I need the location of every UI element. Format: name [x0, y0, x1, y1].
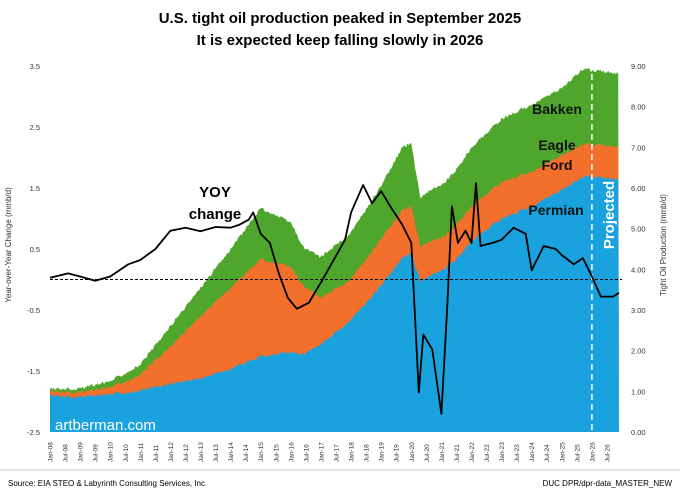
- x-tick: Jul-12: [183, 444, 190, 462]
- x-tick: Jul-23: [514, 444, 521, 462]
- x-tick: Jan-08: [48, 442, 55, 462]
- yoy-change-line: [49, 182, 620, 415]
- y-left-tick: 3.5: [30, 62, 40, 71]
- y-left-tick: -2.5: [27, 428, 40, 437]
- x-tick: Jan-23: [499, 442, 506, 462]
- x-tick: Jan-09: [78, 442, 85, 462]
- x-tick: Jul-25: [574, 444, 581, 462]
- y-right-tick: 6.00: [631, 184, 646, 193]
- permian-label: Permian: [528, 202, 583, 218]
- x-tick: Jan-11: [138, 442, 145, 462]
- x-tick: Jul-17: [334, 444, 341, 462]
- x-tick: Jul-10: [123, 444, 130, 462]
- x-tick: Jul-18: [364, 444, 371, 462]
- y-axis-left: 3.5 2.5 1.5 0.5 -0.5 -1.5 -2.5: [27, 62, 40, 437]
- footer-source: Source: EIA STEO & Labyrinth Consulting …: [8, 479, 205, 488]
- y-axis-left-label: Year-over-Year Change (mmb/d): [4, 187, 13, 303]
- x-tick: Jan-12: [168, 442, 175, 462]
- x-tick: Jan-19: [379, 442, 386, 462]
- x-tick: Jan-20: [409, 442, 416, 462]
- x-tick: Jan-18: [349, 442, 356, 462]
- x-tick: Jul-13: [213, 444, 220, 462]
- y-right-tick: 0.00: [631, 428, 646, 437]
- watermark: artberman.com: [55, 417, 156, 434]
- yoy-label-line2: change: [189, 206, 242, 223]
- x-tick: Jul-09: [93, 444, 100, 462]
- x-tick: Jul-21: [454, 444, 461, 462]
- y-right-tick: 4.00: [631, 265, 646, 274]
- y-axis-right: 9.00 8.00 7.00 6.00 5.00 4.00 3.00 2.00 1.00 0.00: [631, 62, 646, 437]
- plot-area: [49, 68, 622, 432]
- y-left-tick: -1.5: [27, 367, 40, 376]
- y-axis-right-label: Tight Oil Production (mmb/d): [659, 194, 668, 296]
- chart-title-line1: U.S. tight oil production peaked in Sept…: [159, 10, 522, 27]
- x-tick: Jan-10: [108, 442, 115, 462]
- x-tick: Jul-19: [394, 444, 401, 462]
- x-tick: Jul-26: [604, 444, 611, 462]
- x-tick: Jan-14: [228, 442, 235, 462]
- footer-file: DUC DPR/dpr-data_MASTER_NEW: [543, 479, 673, 488]
- y-left-tick: 2.5: [30, 123, 40, 132]
- yoy-label-line1: YOY: [199, 184, 231, 201]
- y-right-tick: 3.00: [631, 306, 646, 315]
- x-tick: Jul-14: [243, 444, 250, 462]
- x-tick: Jul-24: [544, 444, 551, 462]
- x-tick: Jul-11: [153, 444, 160, 462]
- x-tick: Jul-20: [424, 444, 431, 462]
- eagle-ford-label-line2: Ford: [541, 157, 572, 173]
- x-tick: Jan-16: [288, 442, 295, 462]
- y-right-tick: 2.00: [631, 347, 646, 356]
- x-tick: Jan-13: [198, 442, 205, 462]
- y-right-tick: 7.00: [631, 143, 646, 152]
- x-tick: Jul-15: [273, 444, 280, 462]
- y-right-tick: 5.00: [631, 225, 646, 234]
- y-right-tick: 9.00: [631, 62, 646, 71]
- x-axis: Jan-08 Jul-08 Jan-09 Jul-09 Jan-10 Jul-10 Jan-…: [48, 442, 612, 462]
- x-tick: Jul-16: [303, 444, 310, 462]
- y-left-tick: 0.5: [30, 245, 40, 254]
- x-tick: Jan-26: [589, 442, 596, 462]
- y-right-tick: 1.00: [631, 387, 646, 396]
- permian-area: [50, 175, 619, 432]
- y-left-tick: -0.5: [27, 306, 40, 315]
- x-tick: Jul-22: [484, 444, 491, 462]
- x-tick: Jan-24: [529, 442, 536, 462]
- x-tick: Jul-08: [63, 444, 70, 462]
- chart-title-line2: It is expected keep falling slowly in 20…: [197, 32, 484, 49]
- x-tick: Jan-21: [439, 442, 446, 462]
- y-right-tick: 8.00: [631, 103, 646, 112]
- y-left-tick: 1.5: [30, 184, 40, 193]
- x-tick: Jan-22: [469, 442, 476, 462]
- projected-label: Projected: [601, 181, 618, 249]
- bakken-label: Bakken: [532, 101, 582, 117]
- x-tick: Jan-25: [559, 442, 566, 462]
- x-tick: Jan-17: [318, 442, 325, 462]
- eagle-ford-label-line1: Eagle: [538, 137, 576, 153]
- x-tick: Jan-15: [258, 442, 265, 462]
